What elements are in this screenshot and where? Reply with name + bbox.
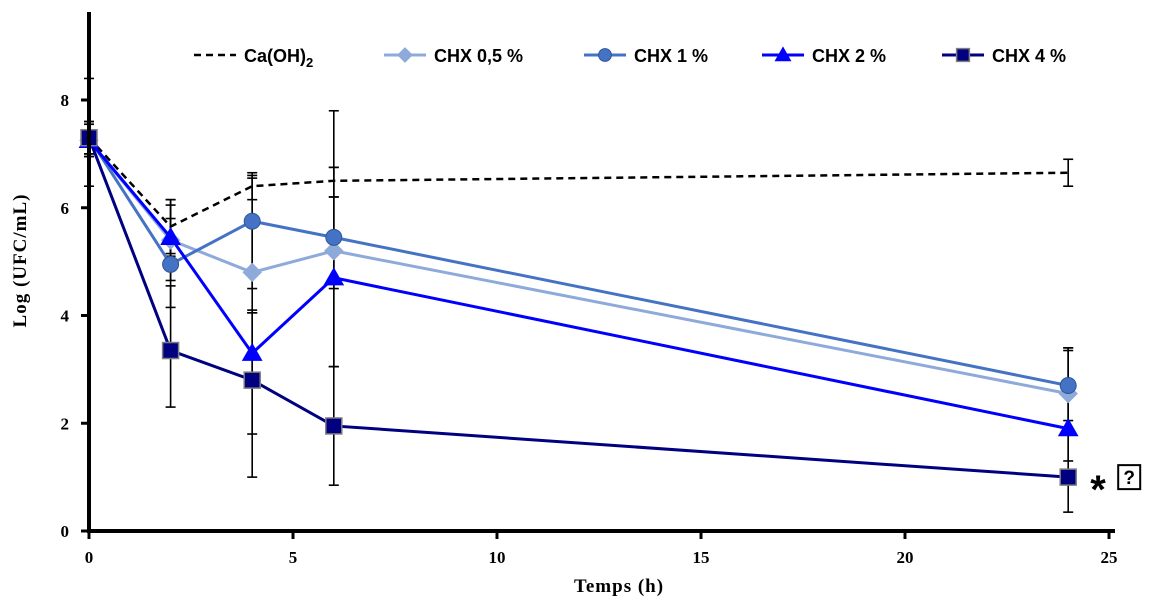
data-point-4-3 bbox=[325, 417, 343, 435]
legend-label-text-0: Ca(OH) bbox=[244, 46, 306, 66]
x-tick-label: 0 bbox=[85, 548, 94, 567]
y-tick-label: 0 bbox=[61, 522, 70, 541]
missing-glyph-icon: ? bbox=[1117, 464, 1142, 491]
legend-label-1: CHX 0,5 % bbox=[434, 46, 523, 66]
legend-marker-4 bbox=[955, 47, 971, 63]
x-tick-label: 20 bbox=[897, 548, 914, 567]
x-tick-label: 25 bbox=[1101, 548, 1118, 567]
x-tick-label: 5 bbox=[289, 548, 298, 567]
legend-label-text-4: CHX 4 % bbox=[992, 46, 1066, 66]
series-line-4 bbox=[87, 137, 1069, 479]
x-tick-label: 10 bbox=[489, 548, 506, 567]
y-tick-label: 2 bbox=[61, 414, 70, 433]
legend: Ca(OH)2 CHX 0,5 % CHX 1 % CHX 2 % CHX 4 % bbox=[194, 46, 1066, 70]
y-tick-label: 4 bbox=[61, 307, 70, 326]
y-axis-title: Log (UFC/mL) bbox=[10, 194, 31, 328]
legend-label-text-2: CHX 1 % bbox=[634, 46, 708, 66]
data-point-4-1 bbox=[161, 341, 180, 360]
x-tick-label: 15 bbox=[693, 548, 710, 567]
legend-label-text-1: CHX 0,5 % bbox=[434, 46, 523, 66]
legend-marker-2 bbox=[598, 48, 612, 62]
legend-label-subscript-0: 2 bbox=[306, 55, 313, 70]
data-point-2-3 bbox=[325, 228, 343, 246]
series-markers bbox=[78, 128, 1079, 486]
series-lines bbox=[87, 136, 1069, 479]
series-line-3 bbox=[87, 139, 1069, 431]
legend-label-2: CHX 1 % bbox=[634, 46, 708, 66]
y-tick-label: 8 bbox=[61, 91, 70, 110]
y-tick-label: 6 bbox=[61, 199, 70, 218]
data-point-1-3 bbox=[324, 241, 344, 261]
legend-label-0: Ca(OH)2 bbox=[244, 46, 313, 70]
data-point-3-1 bbox=[160, 226, 181, 246]
significance-asterisk: * bbox=[1090, 468, 1106, 512]
legend-label-3: CHX 2 % bbox=[812, 46, 886, 66]
data-point-2-4 bbox=[1059, 377, 1077, 395]
error-bars bbox=[84, 77, 1074, 513]
legend-label-4: CHX 4 % bbox=[992, 46, 1066, 66]
data-point-1-2 bbox=[242, 262, 262, 283]
missing-glyph-question: ? bbox=[1123, 468, 1135, 489]
axes bbox=[87, 12, 1115, 533]
data-point-2-2 bbox=[243, 212, 261, 230]
data-point-4-4 bbox=[1059, 468, 1077, 486]
data-point-4-2 bbox=[243, 371, 261, 389]
legend-marker-3 bbox=[774, 46, 792, 62]
data-point-3-4 bbox=[1057, 418, 1079, 437]
data-point-3-2 bbox=[241, 342, 263, 361]
series-line-0 bbox=[88, 136, 1069, 229]
x-axis-title: Temps (h) bbox=[574, 576, 664, 597]
legend-marker-1 bbox=[397, 47, 413, 63]
data-point-2-1 bbox=[162, 255, 180, 273]
legend-label-text-3: CHX 2 % bbox=[812, 46, 886, 66]
data-point-3-3 bbox=[323, 267, 345, 286]
axis-ticks: 0 5 10 15 20 25 0 2 4 6 8 bbox=[61, 91, 1118, 567]
